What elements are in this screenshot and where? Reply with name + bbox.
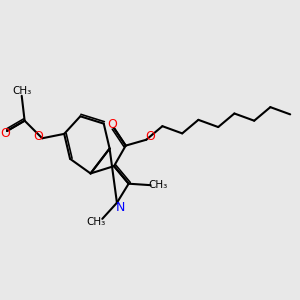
Text: N: N	[116, 201, 125, 214]
Text: O: O	[146, 130, 156, 143]
Text: O: O	[108, 118, 118, 131]
Text: CH₃: CH₃	[12, 86, 31, 96]
Text: CH₃: CH₃	[87, 217, 106, 227]
Text: O: O	[1, 128, 10, 140]
Text: O: O	[33, 130, 43, 143]
Text: CH₃: CH₃	[148, 180, 168, 190]
